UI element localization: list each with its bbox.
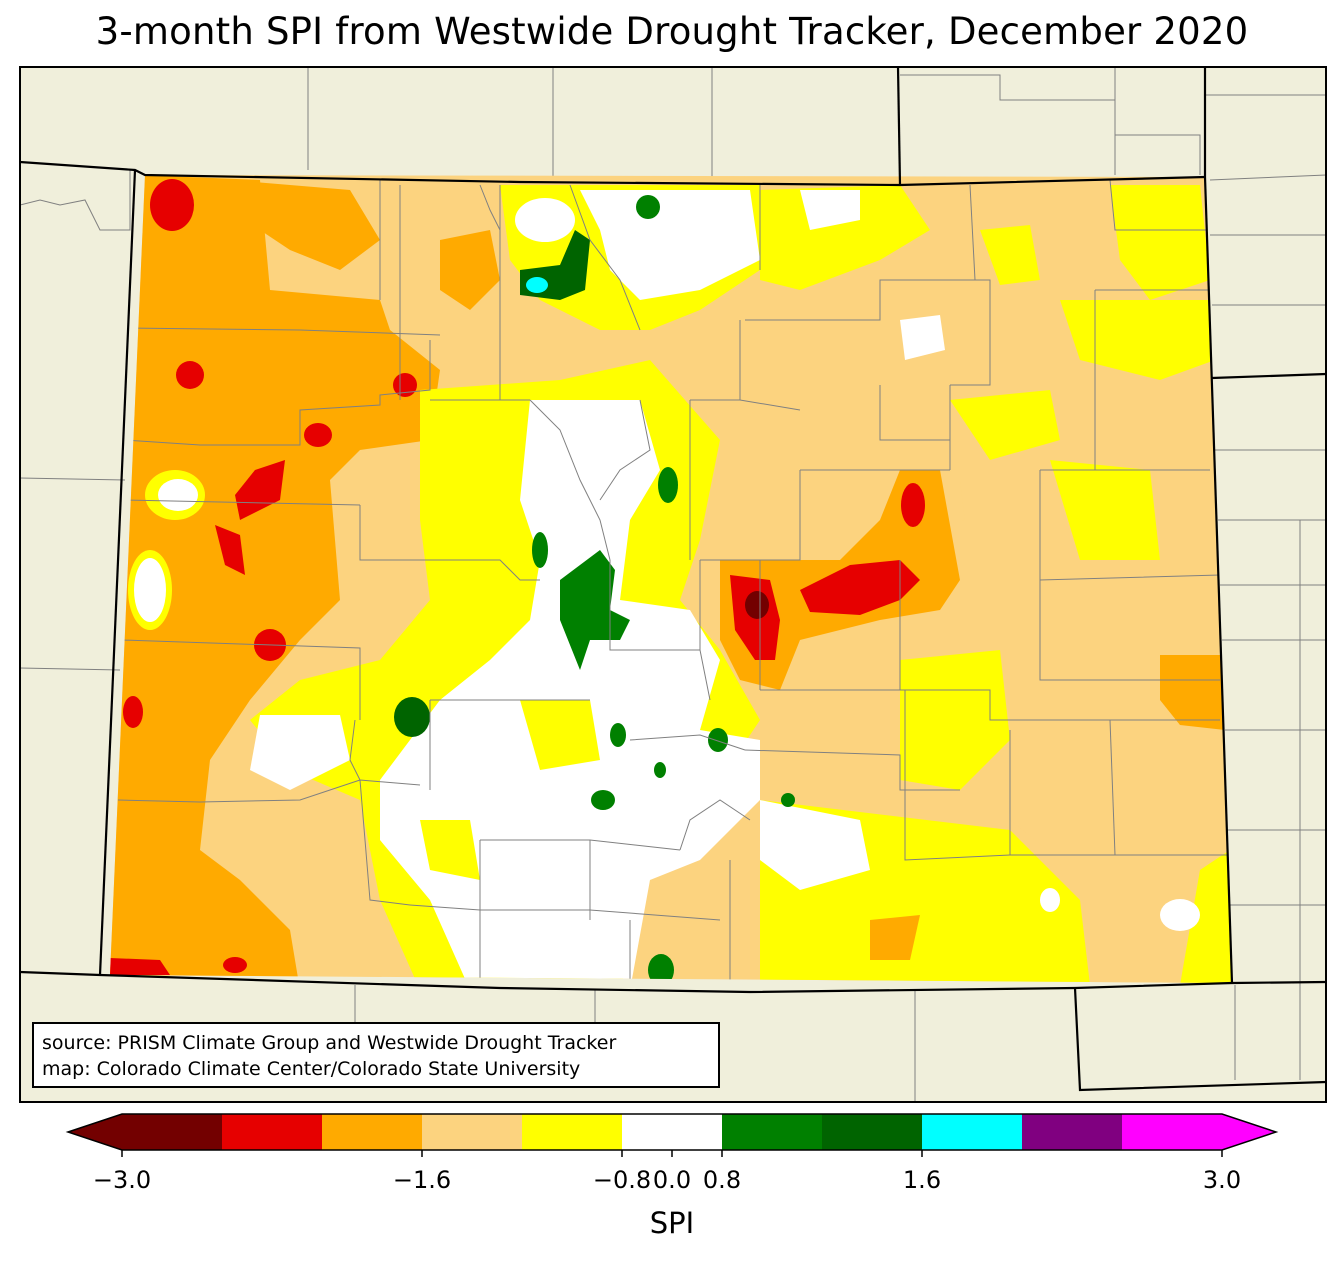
colorbar-under-arrow	[68, 1114, 122, 1150]
colorbar-tick-label: 1.6	[902, 1166, 942, 1194]
colorbar-tick-label: −3.0	[92, 1166, 152, 1194]
colorbar-bin	[1122, 1114, 1223, 1150]
colorbar-bin	[722, 1114, 823, 1150]
colorbar-bin	[822, 1114, 923, 1150]
spi-shading	[110, 175, 1232, 983]
colorbar-tick-label: 0.8	[702, 1166, 742, 1194]
colorbar-tick-label: 0.0	[652, 1166, 692, 1194]
credit-map: map: Colorado Climate Center/Colorado St…	[42, 1058, 581, 1080]
colorado-county-lines	[117, 179, 1228, 983]
credit-box: source: PRISM Climate Group and Westwide…	[32, 1022, 720, 1088]
colorbar-bin	[622, 1114, 723, 1150]
colorbar-tick-label: 3.0	[1202, 1166, 1242, 1194]
colorbar-label: SPI	[649, 1206, 695, 1240]
colorbar-tick-label: −0.8	[592, 1166, 652, 1194]
credit-source: source: PRISM Climate Group and Westwide…	[42, 1032, 617, 1054]
colorbar-over-arrow	[1222, 1114, 1276, 1150]
map-title: 3-month SPI from Westwide Drought Tracke…	[95, 10, 1249, 53]
colorbar-bin	[1022, 1114, 1123, 1150]
colorbar-bin	[322, 1114, 423, 1150]
colorbar-bin	[922, 1114, 1023, 1150]
neighbor-county-lines	[20, 67, 1326, 1102]
colorbar-bin	[222, 1114, 323, 1150]
map-frame	[19, 66, 1327, 1103]
colorbar-bin	[522, 1114, 623, 1150]
colorbar-tick-label: −1.6	[392, 1166, 452, 1194]
state-borders	[20, 67, 1326, 1092]
colorbar-bin	[422, 1114, 523, 1150]
colorbar-bin	[122, 1114, 223, 1150]
